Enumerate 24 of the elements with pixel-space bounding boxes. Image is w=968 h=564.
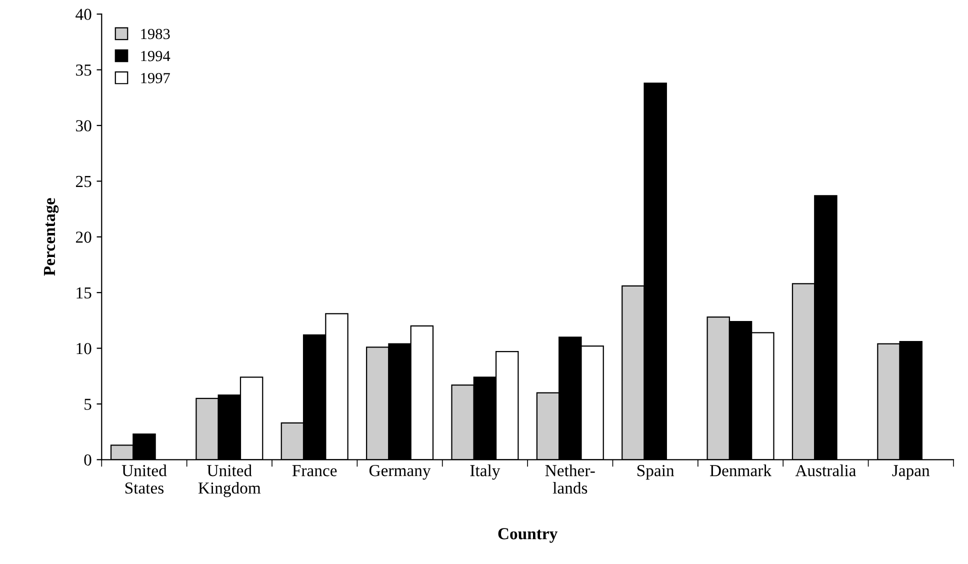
y-tick-label: 20: [76, 232, 92, 243]
x-tick-label: Australia: [795, 464, 856, 476]
x-tick-label: Germany: [369, 465, 431, 480]
y-tick-label: 15: [76, 287, 92, 299]
legend-label: 1983: [141, 28, 170, 40]
y-tick-label: 25: [76, 176, 92, 188]
y-tick-label: 5: [84, 398, 92, 410]
y-tick-label: 30: [76, 120, 92, 132]
legend-label: 1994: [141, 50, 170, 62]
y-tick-label: 40: [76, 8, 92, 20]
legend-label: 1997: [141, 72, 170, 84]
y-tick-label: 0: [84, 454, 92, 466]
y-tick-label: 10: [76, 342, 92, 354]
x-tick-label: Denmark: [710, 464, 772, 476]
x-tick-label: Italy: [470, 464, 500, 480]
x-tick-label: United States: [122, 464, 167, 494]
x-tick-label: United Kingdom: [198, 464, 261, 498]
x-tick-label: Japan: [892, 465, 930, 480]
y-axis-title: Percentage: [44, 198, 59, 276]
x-axis-title: Country: [498, 528, 558, 543]
x-tick-label: Nether- lands: [545, 464, 595, 494]
x-tick-label: France: [292, 465, 337, 476]
x-tick-label: Spain: [637, 465, 674, 480]
y-tick-label: 35: [76, 64, 92, 76]
